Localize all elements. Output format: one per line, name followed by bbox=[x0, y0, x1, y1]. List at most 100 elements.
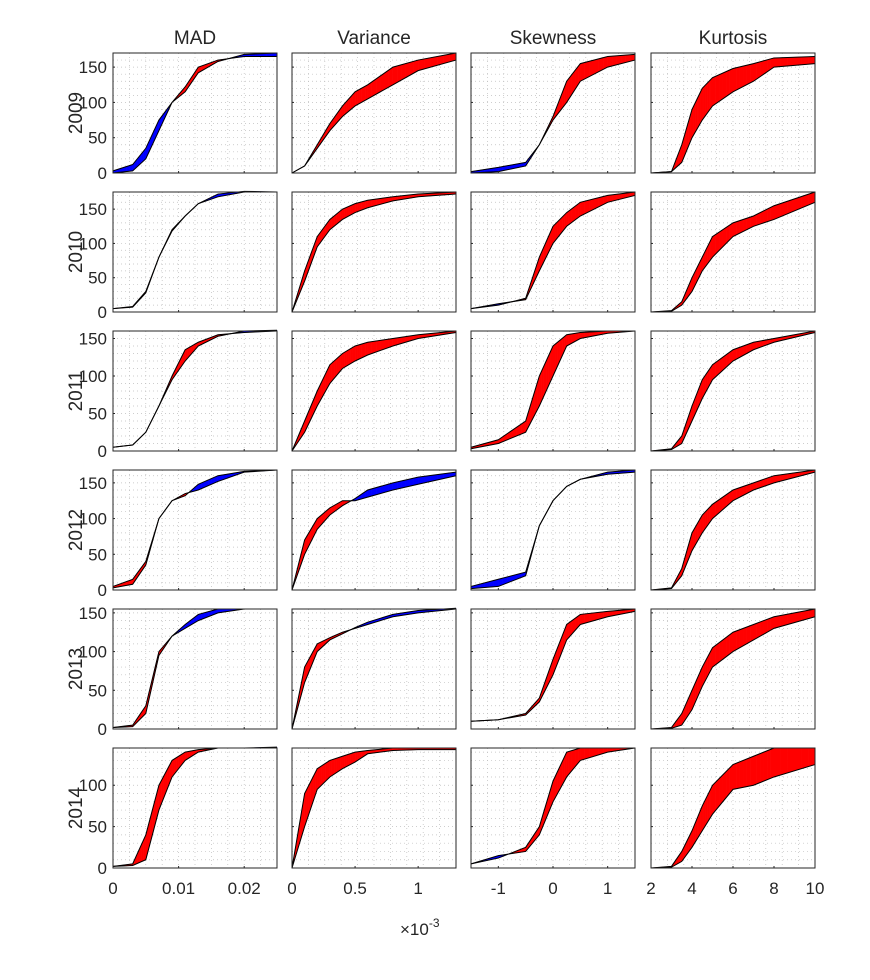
fill-band bbox=[355, 203, 357, 212]
x-tick-label: 1 bbox=[603, 879, 612, 898]
fill-band bbox=[368, 342, 372, 355]
column-title: MAD bbox=[174, 28, 216, 49]
x-tick-label: 2 bbox=[646, 879, 655, 898]
fill-band bbox=[334, 758, 336, 774]
fill-band bbox=[351, 205, 353, 215]
fill-band bbox=[723, 637, 726, 659]
fill-band bbox=[716, 778, 719, 810]
fill-band bbox=[694, 102, 696, 134]
fill-band bbox=[361, 201, 363, 210]
x-tick-label: 4 bbox=[687, 879, 696, 898]
fill-band bbox=[709, 79, 711, 110]
fill-band bbox=[747, 758, 750, 787]
subplot bbox=[471, 53, 635, 173]
fill-band bbox=[355, 345, 357, 361]
fill-band bbox=[743, 627, 746, 646]
subplot bbox=[292, 331, 456, 451]
fill-band bbox=[580, 748, 585, 760]
fill-band bbox=[353, 752, 355, 763]
subplot bbox=[471, 192, 635, 312]
fill-band bbox=[349, 754, 351, 766]
fill-band bbox=[760, 621, 763, 636]
fill-band bbox=[345, 755, 347, 768]
fill-band bbox=[754, 623, 757, 640]
fill-band bbox=[701, 88, 703, 123]
fill-band bbox=[726, 70, 729, 96]
fill-band bbox=[336, 758, 338, 773]
fill-band bbox=[716, 75, 719, 104]
fill-band bbox=[702, 513, 704, 533]
fill-band bbox=[334, 359, 336, 378]
fill-band bbox=[774, 58, 781, 67]
fill-band bbox=[357, 203, 359, 212]
fill-band bbox=[781, 748, 788, 775]
fill-band bbox=[713, 76, 716, 106]
fill-band bbox=[706, 796, 708, 826]
fill-band bbox=[340, 756, 342, 770]
x-tick-label: 0.01 bbox=[162, 879, 195, 898]
fill-band bbox=[726, 768, 729, 798]
fill-band bbox=[359, 202, 361, 211]
fill-band bbox=[612, 56, 617, 66]
fill-band bbox=[713, 782, 716, 814]
fill-band bbox=[743, 65, 746, 86]
fill-band bbox=[324, 763, 326, 783]
fill-band bbox=[332, 759, 334, 776]
y-tick-label: 50 bbox=[88, 681, 107, 700]
fill-band bbox=[347, 754, 349, 766]
y-tick-label: 100 bbox=[79, 93, 107, 112]
fill-band bbox=[363, 343, 365, 357]
fill-band bbox=[580, 62, 585, 81]
fill-band bbox=[747, 626, 750, 644]
fill-band bbox=[393, 66, 397, 85]
fill-band bbox=[702, 802, 704, 830]
y-tick-label: 0 bbox=[98, 303, 107, 322]
fill-band bbox=[317, 767, 319, 789]
x-tick-label: 0 bbox=[287, 879, 296, 898]
subplot bbox=[651, 470, 815, 590]
fill-band bbox=[707, 792, 709, 822]
fill-band bbox=[740, 219, 743, 233]
y-tick-label: 150 bbox=[79, 604, 107, 623]
fill-band bbox=[567, 211, 569, 226]
fill-band bbox=[328, 760, 330, 779]
fill-band bbox=[342, 352, 344, 368]
fill-band bbox=[736, 67, 739, 90]
fill-band bbox=[730, 765, 733, 794]
x-tick-label: 1 bbox=[413, 879, 422, 898]
fill-band bbox=[357, 89, 359, 104]
fill-band bbox=[764, 209, 767, 223]
fill-band bbox=[706, 83, 708, 115]
x-tick-label: 10 bbox=[806, 879, 825, 898]
x-tick-label: 8 bbox=[769, 879, 778, 898]
y-tick-label: 50 bbox=[88, 269, 107, 288]
fill-band bbox=[695, 99, 697, 132]
fill-band bbox=[397, 65, 401, 83]
fill-band bbox=[781, 57, 788, 66]
subplot bbox=[471, 331, 635, 451]
fill-band bbox=[723, 72, 726, 99]
fill-band bbox=[697, 95, 699, 129]
fill-band bbox=[363, 201, 365, 210]
fill-band bbox=[326, 762, 328, 781]
fill-band bbox=[567, 334, 569, 346]
subplot bbox=[471, 470, 635, 590]
column-title: Kurtosis bbox=[699, 28, 768, 49]
fill-band bbox=[349, 205, 351, 216]
subplot bbox=[651, 609, 815, 729]
subplot bbox=[651, 192, 815, 312]
fill-band bbox=[332, 361, 334, 381]
fill-band bbox=[578, 202, 580, 217]
fill-band bbox=[788, 748, 795, 773]
fill-band bbox=[361, 87, 363, 102]
y-tick-label: 0 bbox=[98, 859, 107, 878]
y-tick-label: 150 bbox=[79, 58, 107, 77]
fill-band bbox=[788, 57, 795, 66]
fill-band bbox=[719, 640, 722, 662]
